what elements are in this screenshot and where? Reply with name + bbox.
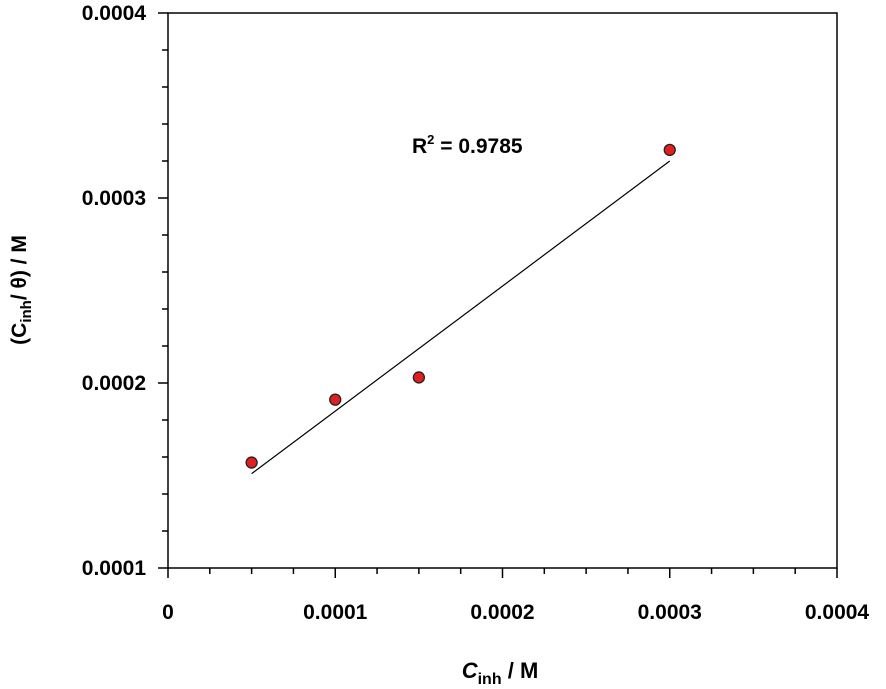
data-point xyxy=(245,456,258,469)
plot-area-frame xyxy=(167,12,838,569)
linear-fit-line xyxy=(251,160,671,475)
y-tick-label: 0.0004 xyxy=(82,2,147,25)
x-tick-label: 0.0002 xyxy=(470,601,534,624)
y-tick-label: 0.0003 xyxy=(82,187,146,210)
y-axis-label: (Cinh/ θ) / M xyxy=(8,235,35,345)
x-axis-label: Cinh / M xyxy=(462,658,539,688)
r-squared-annotation: R2 = 0.9785 xyxy=(412,132,523,158)
data-points xyxy=(245,143,676,469)
x-tick-label: 0.0001 xyxy=(303,601,368,624)
data-point xyxy=(329,393,342,406)
axis-tick-labels: 0 0.0001 0.0002 0.0003 0.0004 0.0001 0.0002 0.0… xyxy=(82,2,870,624)
x-tick-label: 0 xyxy=(162,601,174,624)
y-tick-label: 0.0001 xyxy=(82,557,147,580)
x-tick-label: 0.0004 xyxy=(805,601,870,624)
data-point xyxy=(412,371,426,384)
y-tick-label: 0.0002 xyxy=(82,372,146,395)
fit-line-group xyxy=(251,160,671,475)
data-point xyxy=(663,143,676,157)
axis-ticks xyxy=(158,12,838,578)
x-tick-label: 0.0003 xyxy=(638,601,702,624)
